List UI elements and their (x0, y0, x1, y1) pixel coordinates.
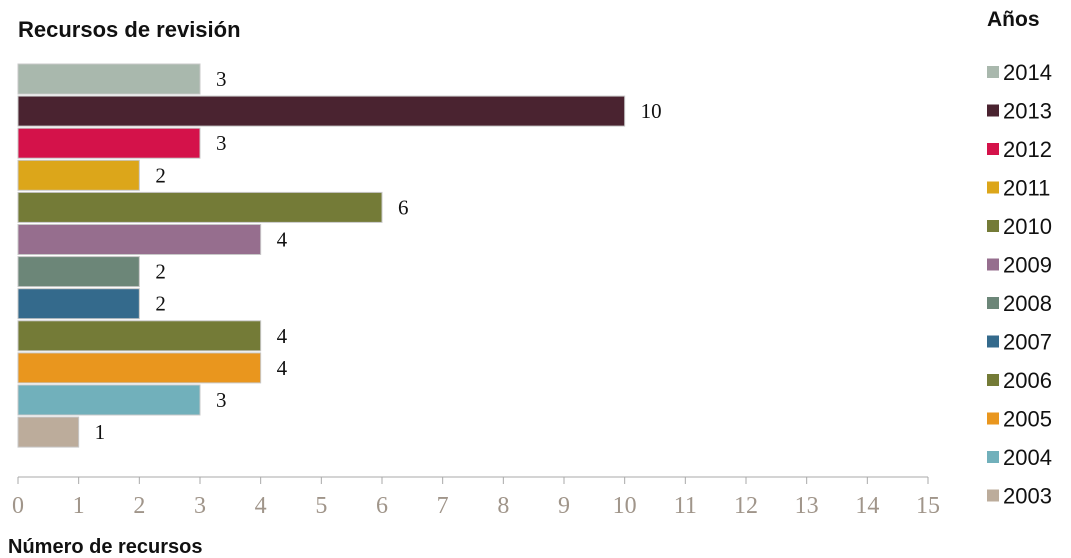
x-tick-label-9: 9 (558, 493, 570, 519)
data-label-2009: 4 (277, 228, 288, 252)
x-axis-label: Número de recursos (8, 536, 203, 558)
bar-2005 (17, 352, 262, 384)
legend-swatch-2005 (987, 412, 999, 425)
data-label-2006: 4 (277, 324, 288, 348)
bar-2009 (17, 224, 262, 255)
x-tick-label-3: 3 (194, 493, 206, 519)
x-tick-label-13: 13 (795, 493, 819, 519)
bar-2012 (17, 127, 201, 159)
bar-2007 (17, 288, 140, 320)
bar-2006 (17, 320, 262, 352)
legend-swatch-2010 (987, 220, 999, 232)
data-label-2010: 6 (398, 195, 409, 219)
data-label-2012: 3 (216, 131, 227, 155)
legend-swatch-2004 (987, 451, 999, 463)
bar-2013 (17, 95, 626, 127)
legend-swatch-2006 (987, 374, 999, 386)
bar-2014 (17, 63, 201, 95)
data-label-2004: 3 (216, 388, 227, 412)
legend-swatch-2013 (987, 104, 999, 117)
legend-swatch-2007 (987, 335, 999, 348)
legend-label-2007: 2007 (1003, 330, 1052, 355)
legend-label-2005: 2005 (1003, 407, 1052, 432)
data-label-2003: 1 (95, 420, 106, 444)
x-axis: 0 1 2 3 4 5 6 7 8 9 10 11 12 13 14 15 (12, 476, 940, 519)
x-tick-label-11: 11 (674, 493, 697, 519)
data-label-2005: 4 (277, 356, 288, 380)
x-tick-label-15: 15 (916, 493, 940, 519)
x-tick-label-4: 4 (255, 493, 267, 519)
x-tick-label-5: 5 (315, 493, 327, 519)
legend-label-2011: 2011 (1003, 176, 1050, 201)
legend-swatch-2008 (987, 297, 999, 309)
bar-2011 (17, 159, 140, 191)
legend-title: Años (987, 8, 1040, 31)
bar-2010 (17, 191, 383, 223)
legend-label-2013: 2013 (1003, 99, 1052, 124)
x-tick-label-8: 8 (497, 493, 509, 519)
bar-2008 (17, 256, 140, 288)
data-label-2011: 2 (155, 163, 166, 187)
legend-swatch-2003 (987, 489, 999, 502)
x-tick-label-14: 14 (855, 493, 879, 519)
legend-label-2003: 2003 (1003, 484, 1052, 509)
data-label-2013: 10 (641, 99, 662, 123)
legend-label-2008: 2008 (1003, 291, 1052, 316)
legend: 2014 2013 2012 2011 2010 2009 2008 2007 2006 2005… (987, 60, 1052, 509)
bar-2004 (17, 384, 201, 416)
legend-label-2012: 2012 (1003, 137, 1052, 162)
x-tick-label-2: 2 (133, 493, 145, 519)
legend-label-2004: 2004 (1003, 445, 1052, 470)
x-tick-label-6: 6 (376, 493, 388, 519)
chart-title: Recursos de revisión (18, 17, 241, 42)
legend-swatch-2011 (987, 181, 999, 194)
legend-swatch-2009 (987, 258, 999, 271)
x-tick-label-1: 1 (73, 493, 85, 519)
legend-swatch-2014 (987, 66, 999, 78)
legend-label-2009: 2009 (1003, 253, 1052, 278)
legend-label-2010: 2010 (1003, 214, 1052, 239)
bars-group: 3 10 3 2 6 4 2 2 4 4 3 1 (17, 63, 662, 448)
legend-swatch-2012 (987, 143, 999, 155)
x-tick-label-12: 12 (734, 493, 758, 519)
data-label-2014: 3 (216, 67, 227, 91)
legend-label-2006: 2006 (1003, 368, 1052, 393)
x-tick-label-7: 7 (437, 493, 449, 519)
x-tick-label-0: 0 (12, 493, 24, 519)
data-label-2007: 2 (155, 292, 166, 316)
data-label-2008: 2 (155, 260, 166, 284)
bar-2003 (17, 416, 80, 448)
legend-label-2014: 2014 (1003, 60, 1052, 85)
x-tick-label-10: 10 (613, 493, 637, 519)
